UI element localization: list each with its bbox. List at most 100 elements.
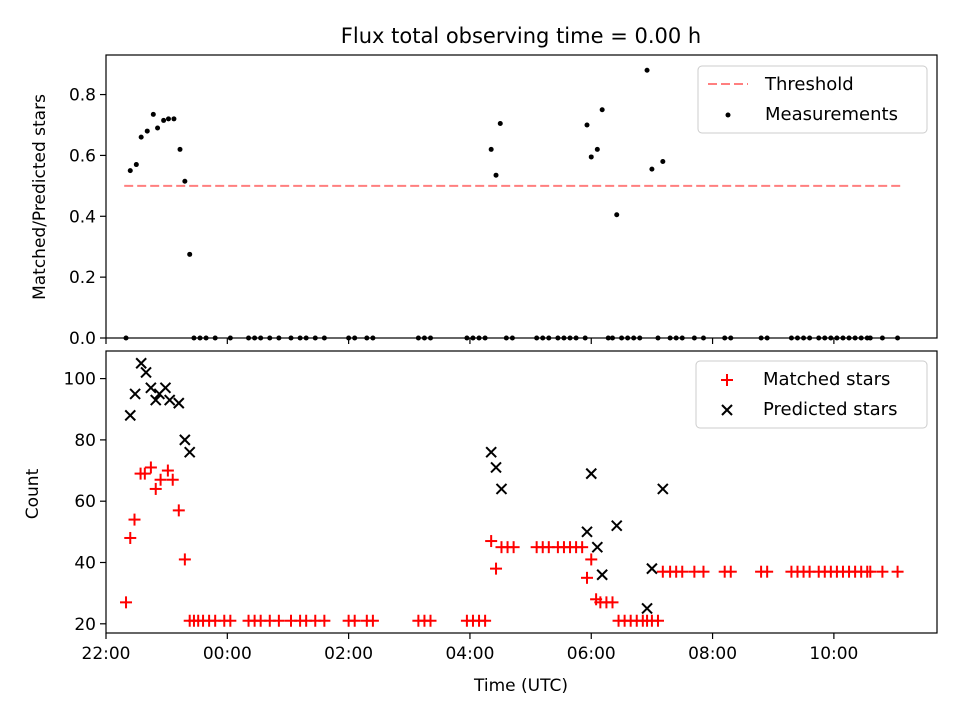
predicted-star-marker <box>490 461 502 474</box>
matched-star-marker <box>272 614 285 627</box>
ratio-y-tick-label: 0.0 <box>69 329 96 349</box>
matched-star-marker <box>178 553 191 566</box>
measurement-point <box>155 125 161 131</box>
matched-star-marker <box>576 541 589 554</box>
count-x-tick-label: 02:00 <box>324 644 373 664</box>
matched-star-marker <box>120 596 133 609</box>
measurement-point <box>584 122 590 128</box>
measurement-point <box>177 146 183 152</box>
matched-star-marker <box>651 614 664 627</box>
predicted-star-marker <box>495 483 508 495</box>
measurement-point <box>599 107 605 113</box>
measurement-point <box>171 116 177 122</box>
measurement-point <box>594 146 600 152</box>
legend-plus-icon <box>721 374 733 386</box>
matched-star-marker <box>581 571 594 584</box>
predicted-star-marker <box>596 569 608 581</box>
matched-star-marker <box>424 614 437 627</box>
ratio-legend-box <box>697 65 928 134</box>
matched-star-marker <box>348 614 361 627</box>
matched-star-marker <box>761 565 774 578</box>
measurement-point <box>127 168 133 174</box>
matched-star-marker <box>149 482 162 495</box>
matched-star-marker <box>144 461 157 474</box>
count-x-tick-label: 10:00 <box>809 644 858 664</box>
matched-star-marker <box>676 565 689 578</box>
chart-title: Flux total observing time = 0.00 h <box>341 24 701 48</box>
predicted-star-marker <box>140 366 152 379</box>
count-axes-frame <box>105 350 938 634</box>
measurement-point <box>488 146 494 152</box>
matched-star-marker <box>318 614 331 627</box>
measurement-point <box>161 117 167 123</box>
matched-star-marker <box>224 614 237 627</box>
count-legend: Matched stars Predicted stars <box>695 360 928 429</box>
count-y-ticks: 20 40 60 80 100 <box>64 370 106 635</box>
measurement-point <box>133 162 139 168</box>
predicted-star-marker <box>159 382 172 394</box>
measurement-point <box>614 212 620 218</box>
predicted-star-marker <box>585 467 597 480</box>
predicted-star-marker <box>179 434 191 446</box>
matched-star-marker <box>366 614 379 627</box>
predicted-star-marker <box>129 388 141 400</box>
predicted-star-marker <box>173 397 185 409</box>
count-legend-box <box>695 360 928 429</box>
count-panel: 20 40 60 80 100 22:00 00:00 02:00 04:00 06:00 08:… <box>23 350 938 696</box>
ratio-y-axis-label: Matched/Predicted stars <box>30 94 50 300</box>
matched-star-marker <box>876 565 889 578</box>
count-y-tick-label: 100 <box>64 370 96 390</box>
measurement-point <box>644 67 650 73</box>
measurement-point <box>649 166 655 172</box>
measurement-point <box>493 172 499 178</box>
predicted-star-marker <box>591 541 604 553</box>
matched-star-marker <box>585 553 598 566</box>
predicted-star-marker <box>145 382 157 394</box>
x-axis-label: Time (UTC) <box>473 676 568 696</box>
legend-predicted-stars-label: Predicted stars <box>763 399 897 420</box>
count-x-tick-label: 08:00 <box>688 644 737 664</box>
ratio-y-tick-label: 0.4 <box>69 207 96 227</box>
legend-cross-icon <box>721 404 733 416</box>
legend-measurements-label: Measurements <box>765 104 898 125</box>
ratio-legend: Threshold Measurements <box>697 65 928 134</box>
ratio-y-ticks: 0.0 0.2 0.4 0.6 0.8 <box>69 86 106 349</box>
count-x-tick-label: 04:00 <box>445 644 494 664</box>
predicted-star-marker <box>657 483 669 495</box>
ratio-y-tick-label: 0.6 <box>69 146 96 166</box>
matched-star-marker <box>507 541 520 554</box>
predicted-star-marker <box>485 446 497 458</box>
legend-matched-stars-label: Matched stars <box>763 369 890 390</box>
predicted-star-marker <box>646 562 658 575</box>
ratio-panel: 0.00.20.40.60.8 Matched/Predicted stars … <box>30 54 938 349</box>
matched-star-marker <box>864 565 877 578</box>
predicted-star-marker <box>641 602 653 615</box>
predicted-star-marker <box>124 409 136 422</box>
matched-star-marker <box>161 464 174 477</box>
matched-star-marker <box>479 614 492 627</box>
matched-star-marker <box>166 473 179 486</box>
count-y-axis-label: Count <box>23 468 43 519</box>
matched-star-marker <box>124 531 137 544</box>
measurement-point <box>187 251 193 257</box>
measurement-point <box>588 154 594 160</box>
measurement-point <box>182 178 188 184</box>
ratio-x-ticks <box>105 338 835 344</box>
count-x-tick-label: 06:00 <box>567 644 616 664</box>
matched-star-marker <box>724 565 737 578</box>
matched-star-marker <box>606 596 619 609</box>
count-y-tick-label: 40 <box>74 554 96 574</box>
count-x-ticks: 22:00 00:00 02:00 04:00 06:00 08:00 10:00 <box>82 633 858 664</box>
predicted-star-marker <box>581 526 593 538</box>
predicted-star-marker <box>163 394 176 406</box>
predicted-star-marker <box>183 446 196 458</box>
matched-star-marker <box>128 513 141 526</box>
measurement-point <box>165 116 171 122</box>
count-y-tick-label: 20 <box>74 615 96 635</box>
count-x-tick-label: 22:00 <box>82 644 131 664</box>
matched-star-marker <box>485 535 498 548</box>
ratio-axes-frame <box>105 54 938 339</box>
measurement-point <box>497 120 503 126</box>
measurement-point <box>660 159 666 165</box>
